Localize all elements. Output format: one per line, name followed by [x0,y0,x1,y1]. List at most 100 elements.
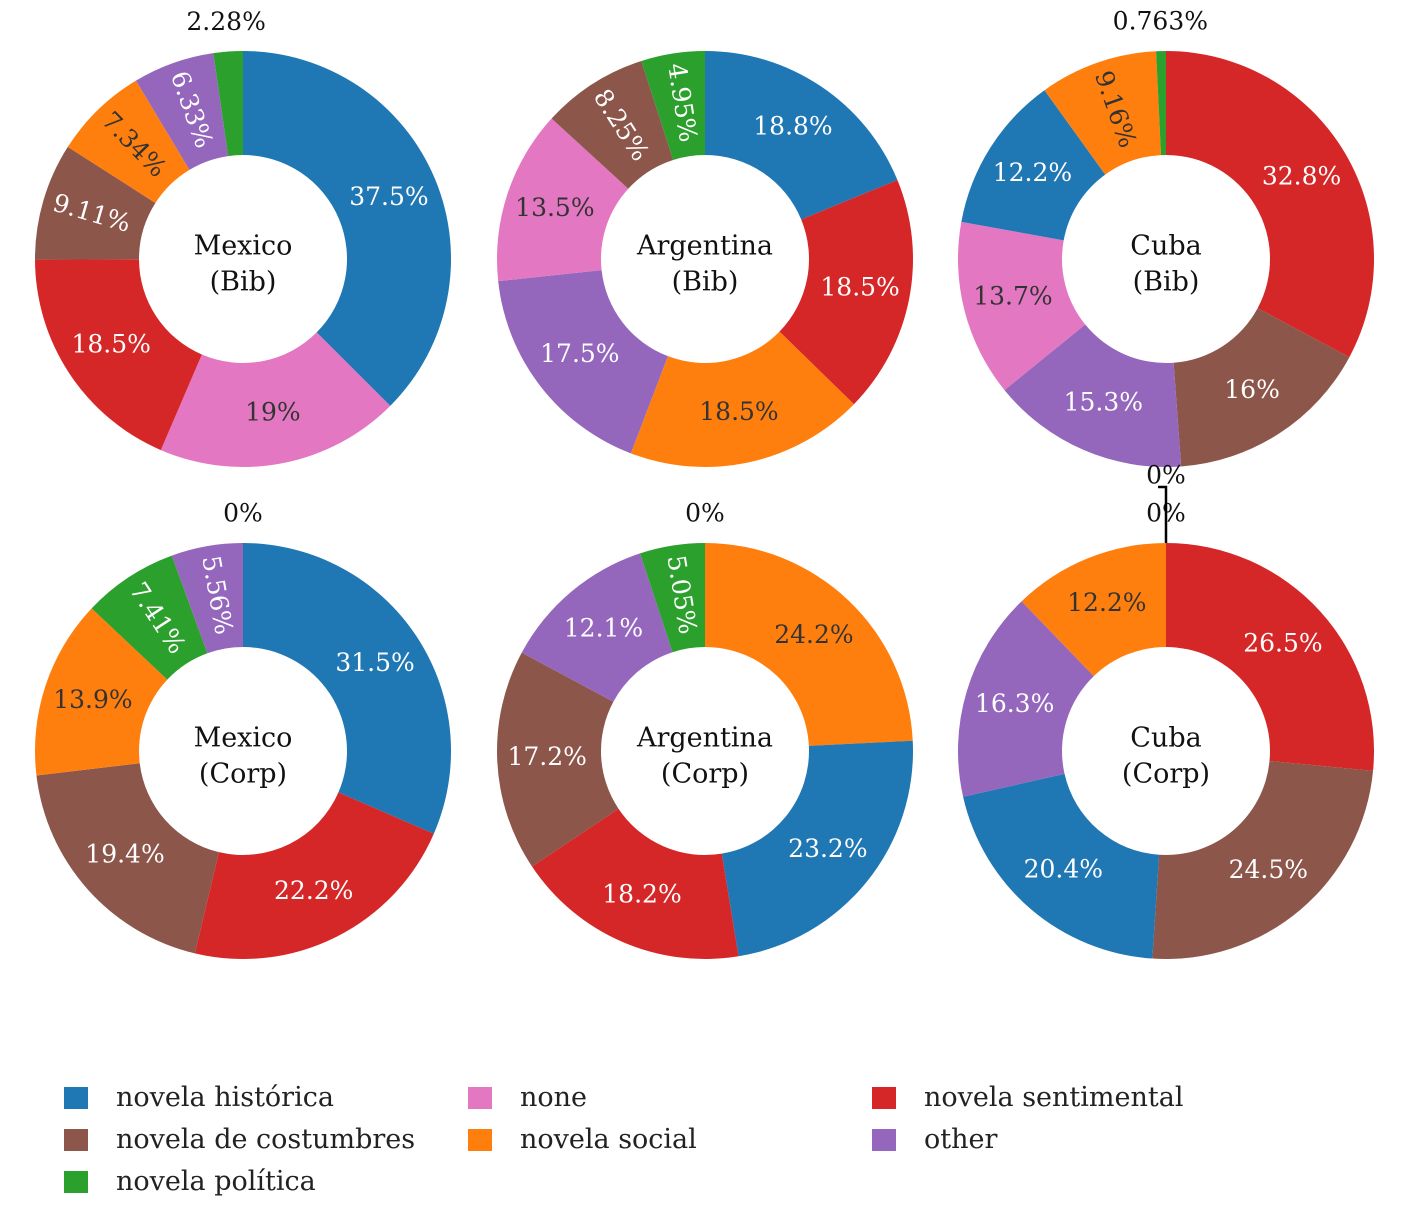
slice-label-novela-sentimental: 18.5% [820,273,899,302]
legend-swatch-none [468,1086,492,1109]
wedge-other [521,553,673,702]
wedge-none [497,118,629,282]
slice-label-other: 15.3% [1064,388,1143,417]
slice-label-novela-de-costumbres: 16% [1224,375,1280,404]
legend-item-novela-social: novela social [468,1124,697,1155]
wedge-novela-sentimental [35,259,202,451]
wedge-novela-historica [963,773,1160,959]
donut-chart-6: 26.5%24.5%20.4%16.3%12.2%0%0%Cuba(Corp) [958,461,1374,959]
slice-label-novela-de-costumbres: 17.2% [507,742,586,771]
slice-label-other: 12.1% [564,613,643,642]
donut-title-line-1: Cuba [1130,723,1201,754]
slice-label-none: 0% [1146,461,1186,490]
slice-label-novela-sentimental: 18.2% [602,879,681,908]
wedge-novela-politica [640,543,705,653]
legend-item-novela-historica: novela histórica [64,1082,334,1113]
wedge-novela-social [67,80,190,203]
legend-swatch-novela-sentimental [872,1086,896,1109]
slice-label-novela-politica: 2.28% [186,7,265,36]
donut-chart-1: 37.5%19%18.5%9.11%7.34%6.33%2.28%Mexico(… [35,7,452,467]
legend-label-novela-sentimental: novela sentimental [924,1082,1184,1113]
donut-title-line-1: Argentina [636,231,773,262]
slice-label-novela-social: 13.9% [53,685,132,714]
legend-label-none: none [520,1082,588,1113]
legend-swatch-novela-historica [64,1086,88,1109]
slice-label-novela-historica: 37.5% [349,182,428,211]
donut-title-line-2: (Bib) [210,267,277,298]
slice-label-novela-social: 24.2% [774,620,853,649]
slice-label-none: 13.5% [515,193,594,222]
wedge-novela-de-costumbres [1173,308,1350,467]
donut-title-line-1: Mexico [194,723,293,754]
slice-label-novela-historica: 20.4% [1024,855,1103,884]
wedge-novela-sentimental [1166,51,1374,358]
donut-title-line-1: Argentina [636,723,773,754]
legend-item-novela-politica: novela política [64,1166,316,1197]
legend-swatch-novela-social [468,1128,492,1151]
wedge-none [958,221,1086,391]
wedge-novela-sentimental [531,808,739,959]
slice-label-novela-sentimental: 26.5% [1243,628,1322,657]
legend-swatch-other [872,1128,896,1151]
slice-label-novela-sentimental: 22.2% [274,876,353,905]
wedge-novela-historica [243,51,452,406]
legend-item-none: none [468,1082,587,1113]
wedge-novela-sentimental [779,180,913,405]
slice-label-novela-politica: 0.763% [1113,7,1208,36]
slice-label-other: 16.3% [975,689,1054,718]
wedge-novela-politica [213,51,243,157]
legend-item-other: other [872,1124,997,1155]
donut-chart-5: 24.2%23.2%18.2%17.2%12.1% 5.05%0%Argentin… [497,499,913,959]
wedge-novela-de-costumbres [1152,760,1374,959]
wedge-novela-social [630,331,854,467]
wedge-other [1004,324,1182,467]
donut-title-line-1: Mexico [194,231,293,262]
slice-label-novela-social: 18.5% [699,397,778,426]
wedge-novela-social [705,543,913,746]
wedge-novela-de-costumbres [35,146,156,260]
legend-label-other: other [924,1124,998,1155]
wedge-other [498,270,668,454]
wedge-novela-historica [705,51,898,220]
slice-label-none: 13.7% [973,282,1052,311]
slice-label-novela-sentimental: 18.5% [71,330,150,359]
slice-label-none: 0% [685,499,725,528]
legend-item-novela-sentimental: novela sentimental [872,1082,1183,1113]
legend-label-novela-de-costumbres: novela de costumbres [116,1124,416,1155]
slice-label-novela-historica: 23.2% [788,834,867,863]
donut-chart-4: 31.5%22.2%19.4%13.9%7.41% 5.56%0%Mexico(C… [35,499,452,959]
donut-chart-3: 32.8%16%15.3%13.7%12.2%9.16%0.763%Cuba(B… [958,7,1374,467]
wedge-novela-de-costumbres [36,763,219,954]
slice-label-none: 19% [245,398,301,427]
slice-label-novela-sentimental: 32.8% [1262,161,1341,190]
slice-label-other: 17.5% [540,339,619,368]
wedge-other [171,543,243,654]
wedge-other [958,601,1094,797]
wedge-novela-politica [1156,51,1166,156]
legend-swatch-novela-politica [64,1170,88,1193]
wedge-novela-politica [91,555,208,680]
legend-item-novela-de-costumbres: novela de costumbres [64,1124,415,1155]
wedge-novela-politica [641,51,705,160]
legend-label-novela-politica: novela política [116,1166,316,1197]
legend-label-novela-historica: novela histórica [116,1082,334,1113]
slice-label-novela-de-costumbres: 19.4% [85,840,164,869]
wedge-novela-de-costumbres [551,60,674,189]
wedge-novela-social [1021,543,1166,677]
donut-title-line-2: (Bib) [672,267,739,298]
wedge-other [135,53,229,170]
wedge-novela-historica [721,740,913,957]
wedge-novela-historica [243,543,452,834]
wedge-novela-historica [961,90,1106,241]
wedge-novela-social [35,608,168,776]
slice-label-novela-historica: 18.8% [753,111,832,140]
slice-label-novela-historica: 12.2% [993,158,1072,187]
wedge-novela-social [1044,51,1162,175]
wedge-novela-sentimental [1166,543,1374,771]
donut-title-line-2: (Bib) [1133,267,1200,298]
legend-swatch-novela-de-costumbres [64,1128,88,1151]
zero-label-connector [1158,485,1168,543]
donut-title-line-2: (Corp) [661,759,749,790]
